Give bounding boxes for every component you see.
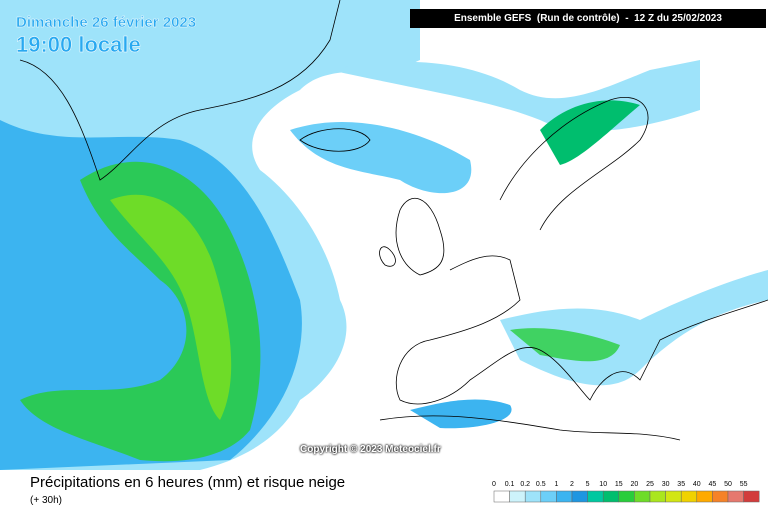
legend-swatch — [556, 490, 573, 503]
legend-label: 0.1 — [505, 481, 515, 488]
legend-swatch — [680, 490, 698, 503]
legend-swatch — [696, 490, 713, 503]
coastline-scandinavia — [499, 97, 649, 231]
caption-title: Précipitations en 6 heures (mm) et risqu… — [30, 474, 346, 491]
legend-swatch — [493, 490, 510, 503]
legend-swatch — [571, 490, 588, 503]
legend-swatch — [665, 490, 682, 503]
coastline-ireland — [379, 246, 396, 267]
legend-swatch — [587, 490, 604, 503]
legend-label: 15 — [615, 481, 623, 488]
coastline-africa — [379, 415, 681, 441]
precip-area — [290, 121, 472, 194]
run-info: Ensemble GEFS (Run de contrôle) - 12 Z d… — [410, 9, 766, 28]
legend-label: 10 — [599, 481, 607, 488]
precip-band — [540, 100, 640, 165]
legend-swatch — [712, 490, 729, 503]
coastline-iceland — [299, 128, 371, 152]
caption-subtitle: (+ 30h) — [30, 495, 62, 506]
coastline-europe — [396, 255, 768, 405]
legend-swatch — [540, 490, 557, 503]
legend-label: 0.5 — [536, 481, 546, 488]
legend-label: 0.2 — [520, 481, 530, 488]
coastline-britain — [395, 198, 445, 276]
legend-swatch — [634, 490, 651, 503]
legend-label: 0 — [492, 481, 496, 488]
legend-label: 35 — [677, 481, 685, 488]
legend-swatch — [727, 490, 744, 503]
time: 19:00 locale — [16, 32, 141, 58]
precip-core — [110, 194, 232, 420]
coastline-greenland — [19, 0, 341, 181]
coastlines — [19, 0, 768, 441]
legend-label: 25 — [646, 481, 654, 488]
legend-swatch — [743, 490, 760, 503]
legend-label: 50 — [724, 481, 732, 488]
legend-label: 20 — [631, 481, 639, 488]
legend-swatch — [509, 490, 526, 503]
legend-label: 55 — [740, 481, 748, 488]
legend-label: 2 — [570, 481, 574, 488]
legend-swatch — [618, 490, 635, 503]
copyright: Copyright © 2023 Meteociel.fr — [300, 444, 441, 455]
legend-label: 45 — [709, 481, 717, 488]
legend-label: 30 — [662, 481, 670, 488]
legend-swatch — [524, 490, 542, 503]
legend: 0 0.1 0.2 0.5 1 2 5 10 15 20 25 30 35 40 45 50 55 — [492, 481, 760, 503]
legend-label: 40 — [693, 481, 701, 488]
precip-band — [510, 328, 620, 362]
legend-label: 1 — [554, 481, 558, 488]
date: Dimanche 26 février 2023 — [16, 14, 197, 31]
legend-swatch — [649, 490, 666, 503]
precip-band — [20, 161, 261, 462]
legend-swatch — [602, 490, 620, 503]
legend-label: 5 — [586, 481, 590, 488]
precip-area — [410, 399, 512, 429]
